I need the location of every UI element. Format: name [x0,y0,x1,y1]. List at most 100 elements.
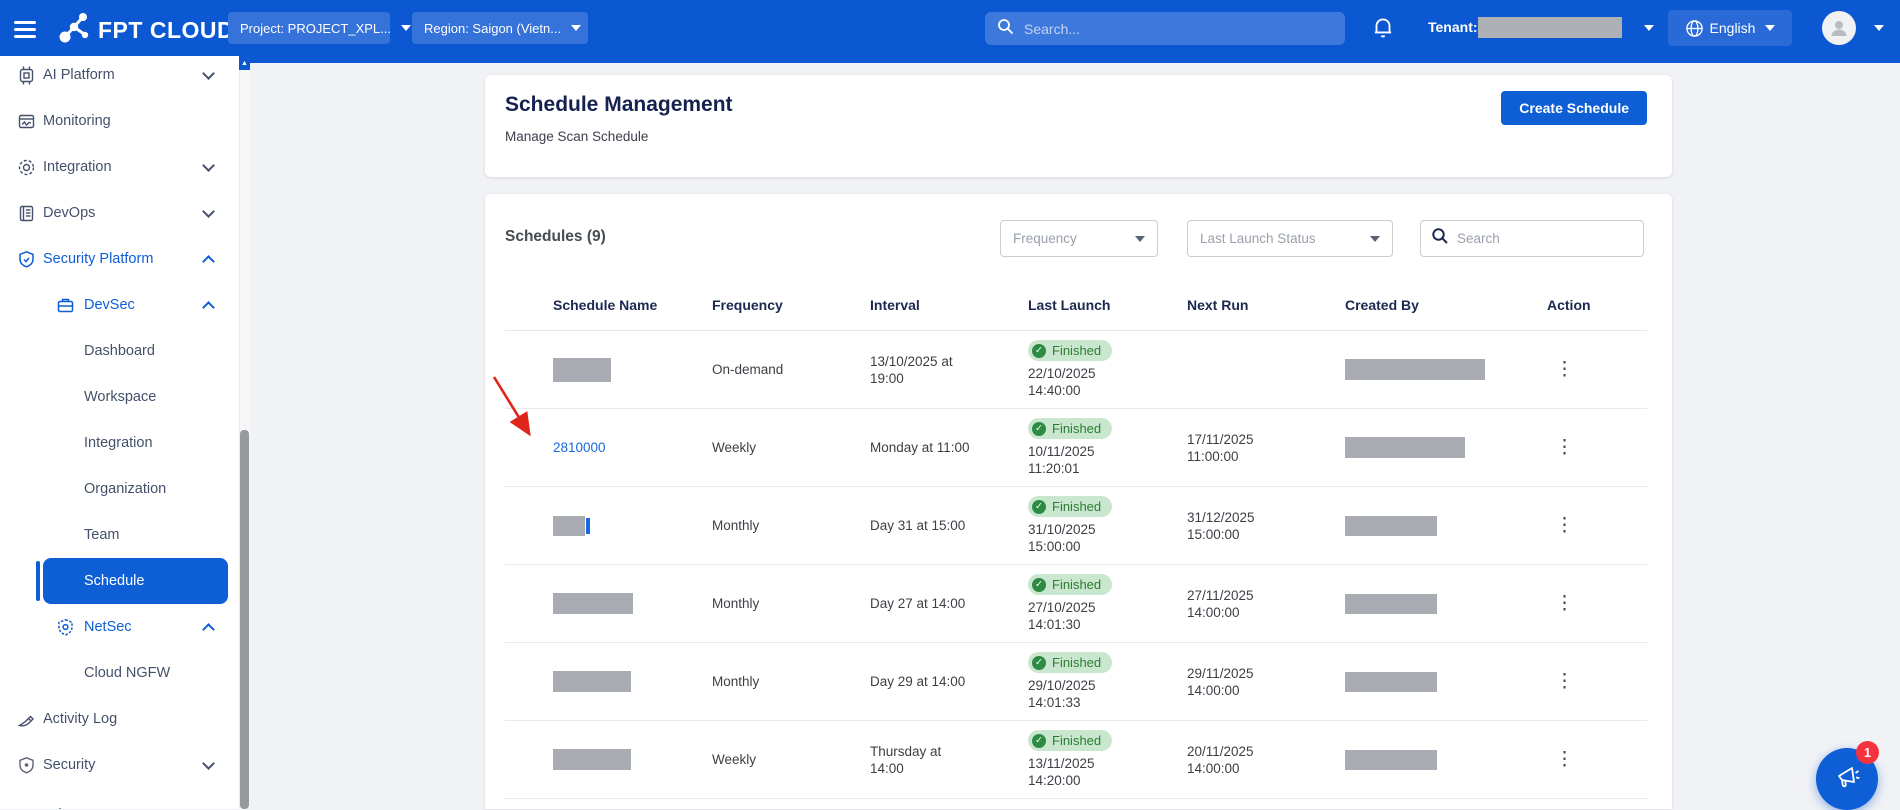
chevron-down-icon [1370,235,1380,242]
schedule-name-link-partial[interactable] [586,517,590,534]
check-circle-icon: ✓ [1032,343,1046,358]
chevron-down-icon[interactable] [1874,25,1884,31]
next-run-cell: 29/11/2025 14:00:00 [1187,665,1254,698]
last-launch-cell: ✓ Finished 27/10/2025 14:01:30 [1028,574,1187,633]
status-badge: ✓ Finished [1028,496,1113,517]
sidebar-item-security-platform[interactable]: Security Platform [0,236,238,282]
column-header-next-run: Next Run [1187,297,1249,313]
table-search[interactable] [1420,220,1644,257]
fpt-cloud-logo[interactable]: FPT CLOUD [56,10,234,51]
created-by-redacted [1345,593,1437,614]
table-row: On-demand 13/10/2025 at 19:00 ✓ Finished … [505,331,1647,409]
create-schedule-button[interactable]: Create Schedule [1501,91,1647,125]
page-title: Schedule Management [505,93,733,116]
column-header-last-launch: Last Launch [1028,297,1111,313]
sidebar-scroll-up-button[interactable]: ▲ [239,56,250,70]
schedule-name-redacted [553,515,585,536]
table-row: Monthly Day 31 at 15:00 ✓ Finished 31/10/… [505,487,1647,565]
interval-cell: 13/10/2025 at 19:00 [870,353,953,386]
sidebar-item-label: Cloud NGFW [84,665,171,681]
chevron-down-icon [202,66,215,80]
column-header-interval: Interval [870,297,920,313]
sidebar-item-schedule[interactable]: Schedule [43,558,228,604]
sidebar-item-workspace[interactable]: Workspace [0,374,238,420]
sidebar-item-organization[interactable]: Organization [0,466,238,512]
frequency-cell: Monthly [712,596,760,611]
sidebar-item-token-partial[interactable]: Token [0,792,238,809]
global-search-input[interactable] [1024,20,1304,37]
check-circle-icon: ✓ [1032,499,1046,514]
sidebar-item-activity-log[interactable]: Activity Log [0,696,238,742]
activity-pen-icon [16,709,36,729]
created-by-redacted [1345,515,1437,536]
briefcase-icon [55,295,75,315]
sidebar-item-team[interactable]: Team [0,512,238,558]
column-header-action: Action [1547,297,1591,313]
column-header-frequency: Frequency [712,297,783,313]
table-search-input[interactable] [1457,231,1617,246]
sidebar-item-security[interactable]: Security [0,742,238,788]
sidebar-item-integration[interactable]: Integration [0,144,238,190]
page-header-card: Schedule Management Manage Scan Schedule… [485,75,1672,177]
table-row: Monthly Day 29 at 14:00 ✓ Finished 29/10/… [505,643,1647,721]
row-actions-kebab-icon[interactable]: ⋮ [1555,671,1574,692]
frequency-cell: Weekly [712,440,757,455]
announcements-fab[interactable]: 1 [1816,741,1879,810]
global-search[interactable] [985,12,1345,45]
interval-cell: Day 27 at 14:00 [870,596,966,611]
table-row: 2810000 Weekly Monday at 11:00 ✓ Finished… [505,409,1647,487]
status-filter-placeholder: Last Launch Status [1200,231,1316,246]
last-launch-cell: ✓ Finished 10/11/2025 11:20:01 [1028,418,1187,477]
sidebar-item-dashboard[interactable]: Dashboard [0,328,238,374]
sidebar-item-label: Security [43,757,96,773]
sidebar-item-ai-platform[interactable]: AI Platform [0,56,238,98]
row-actions-kebab-icon[interactable]: ⋮ [1555,359,1574,380]
chevron-down-icon [202,756,215,770]
sidebar-item-label: Monitoring [43,113,111,129]
search-icon [997,18,1014,40]
hamburger-menu-icon[interactable] [14,17,38,39]
row-actions-kebab-icon[interactable]: ⋮ [1555,749,1574,770]
molecule-logo-icon [56,10,92,51]
sidebar-item-devsec[interactable]: DevSec [0,282,238,328]
status-filter-select[interactable]: Last Launch Status [1187,220,1393,257]
search-icon [1431,227,1449,250]
frequency-filter-select[interactable]: Frequency [1000,220,1158,257]
sidebar-item-label: Organization [84,481,167,497]
user-avatar[interactable] [1822,11,1856,45]
check-circle-icon: ✓ [1032,733,1046,748]
sidebar-item-monitoring[interactable]: Monitoring [0,98,238,144]
status-badge: ✓ Finished [1028,730,1113,751]
interval-cell: Day 29 at 14:00 [870,674,966,689]
frequency-cell: Monthly [712,518,760,533]
region-selector[interactable]: Region: Saigon (Vietn... [412,12,588,44]
sidebar-item-netsec[interactable]: NetSec [0,604,238,650]
interval-cell: Monday at 11:00 [870,440,970,455]
row-actions-kebab-icon[interactable]: ⋮ [1555,515,1574,536]
region-selector-label: Region: Saigon (Vietn... [424,20,562,36]
created-by-redacted [1345,437,1465,458]
sidebar-nav: AI Platform Monitoring Integration DevOp… [0,56,250,809]
interval-cell: Thursday at 14:00 [870,743,942,776]
chevron-down-icon[interactable] [1644,25,1654,31]
sidebar-scrollbar-thumb[interactable] [240,430,249,809]
row-actions-kebab-icon[interactable]: ⋮ [1555,437,1574,458]
megaphone-icon [1832,762,1862,797]
ai-chip-icon [16,65,36,85]
sidebar-item-label: Schedule [84,573,145,589]
check-circle-icon: ✓ [1032,577,1046,592]
notification-bell-icon[interactable] [1370,14,1396,45]
schedule-name-redacted [553,671,631,692]
sidebar-item-cloud-ngfw[interactable]: Cloud NGFW [0,650,238,696]
schedule-name-link[interactable]: 2810000 [553,440,606,455]
row-actions-kebab-icon[interactable]: ⋮ [1555,593,1574,614]
devops-book-icon [16,203,36,223]
shield-icon [16,249,36,269]
project-selector[interactable]: Project: PROJECT_XPL... [228,12,411,44]
schedule-name-redacted [553,749,631,770]
sidebar-item-label: Team [84,527,120,543]
sidebar-item-devops[interactable]: DevOps [0,190,238,236]
sidebar-item-integration-sub[interactable]: Integration [0,420,238,466]
language-selector[interactable]: English [1668,10,1792,46]
chevron-up-icon [202,254,215,268]
